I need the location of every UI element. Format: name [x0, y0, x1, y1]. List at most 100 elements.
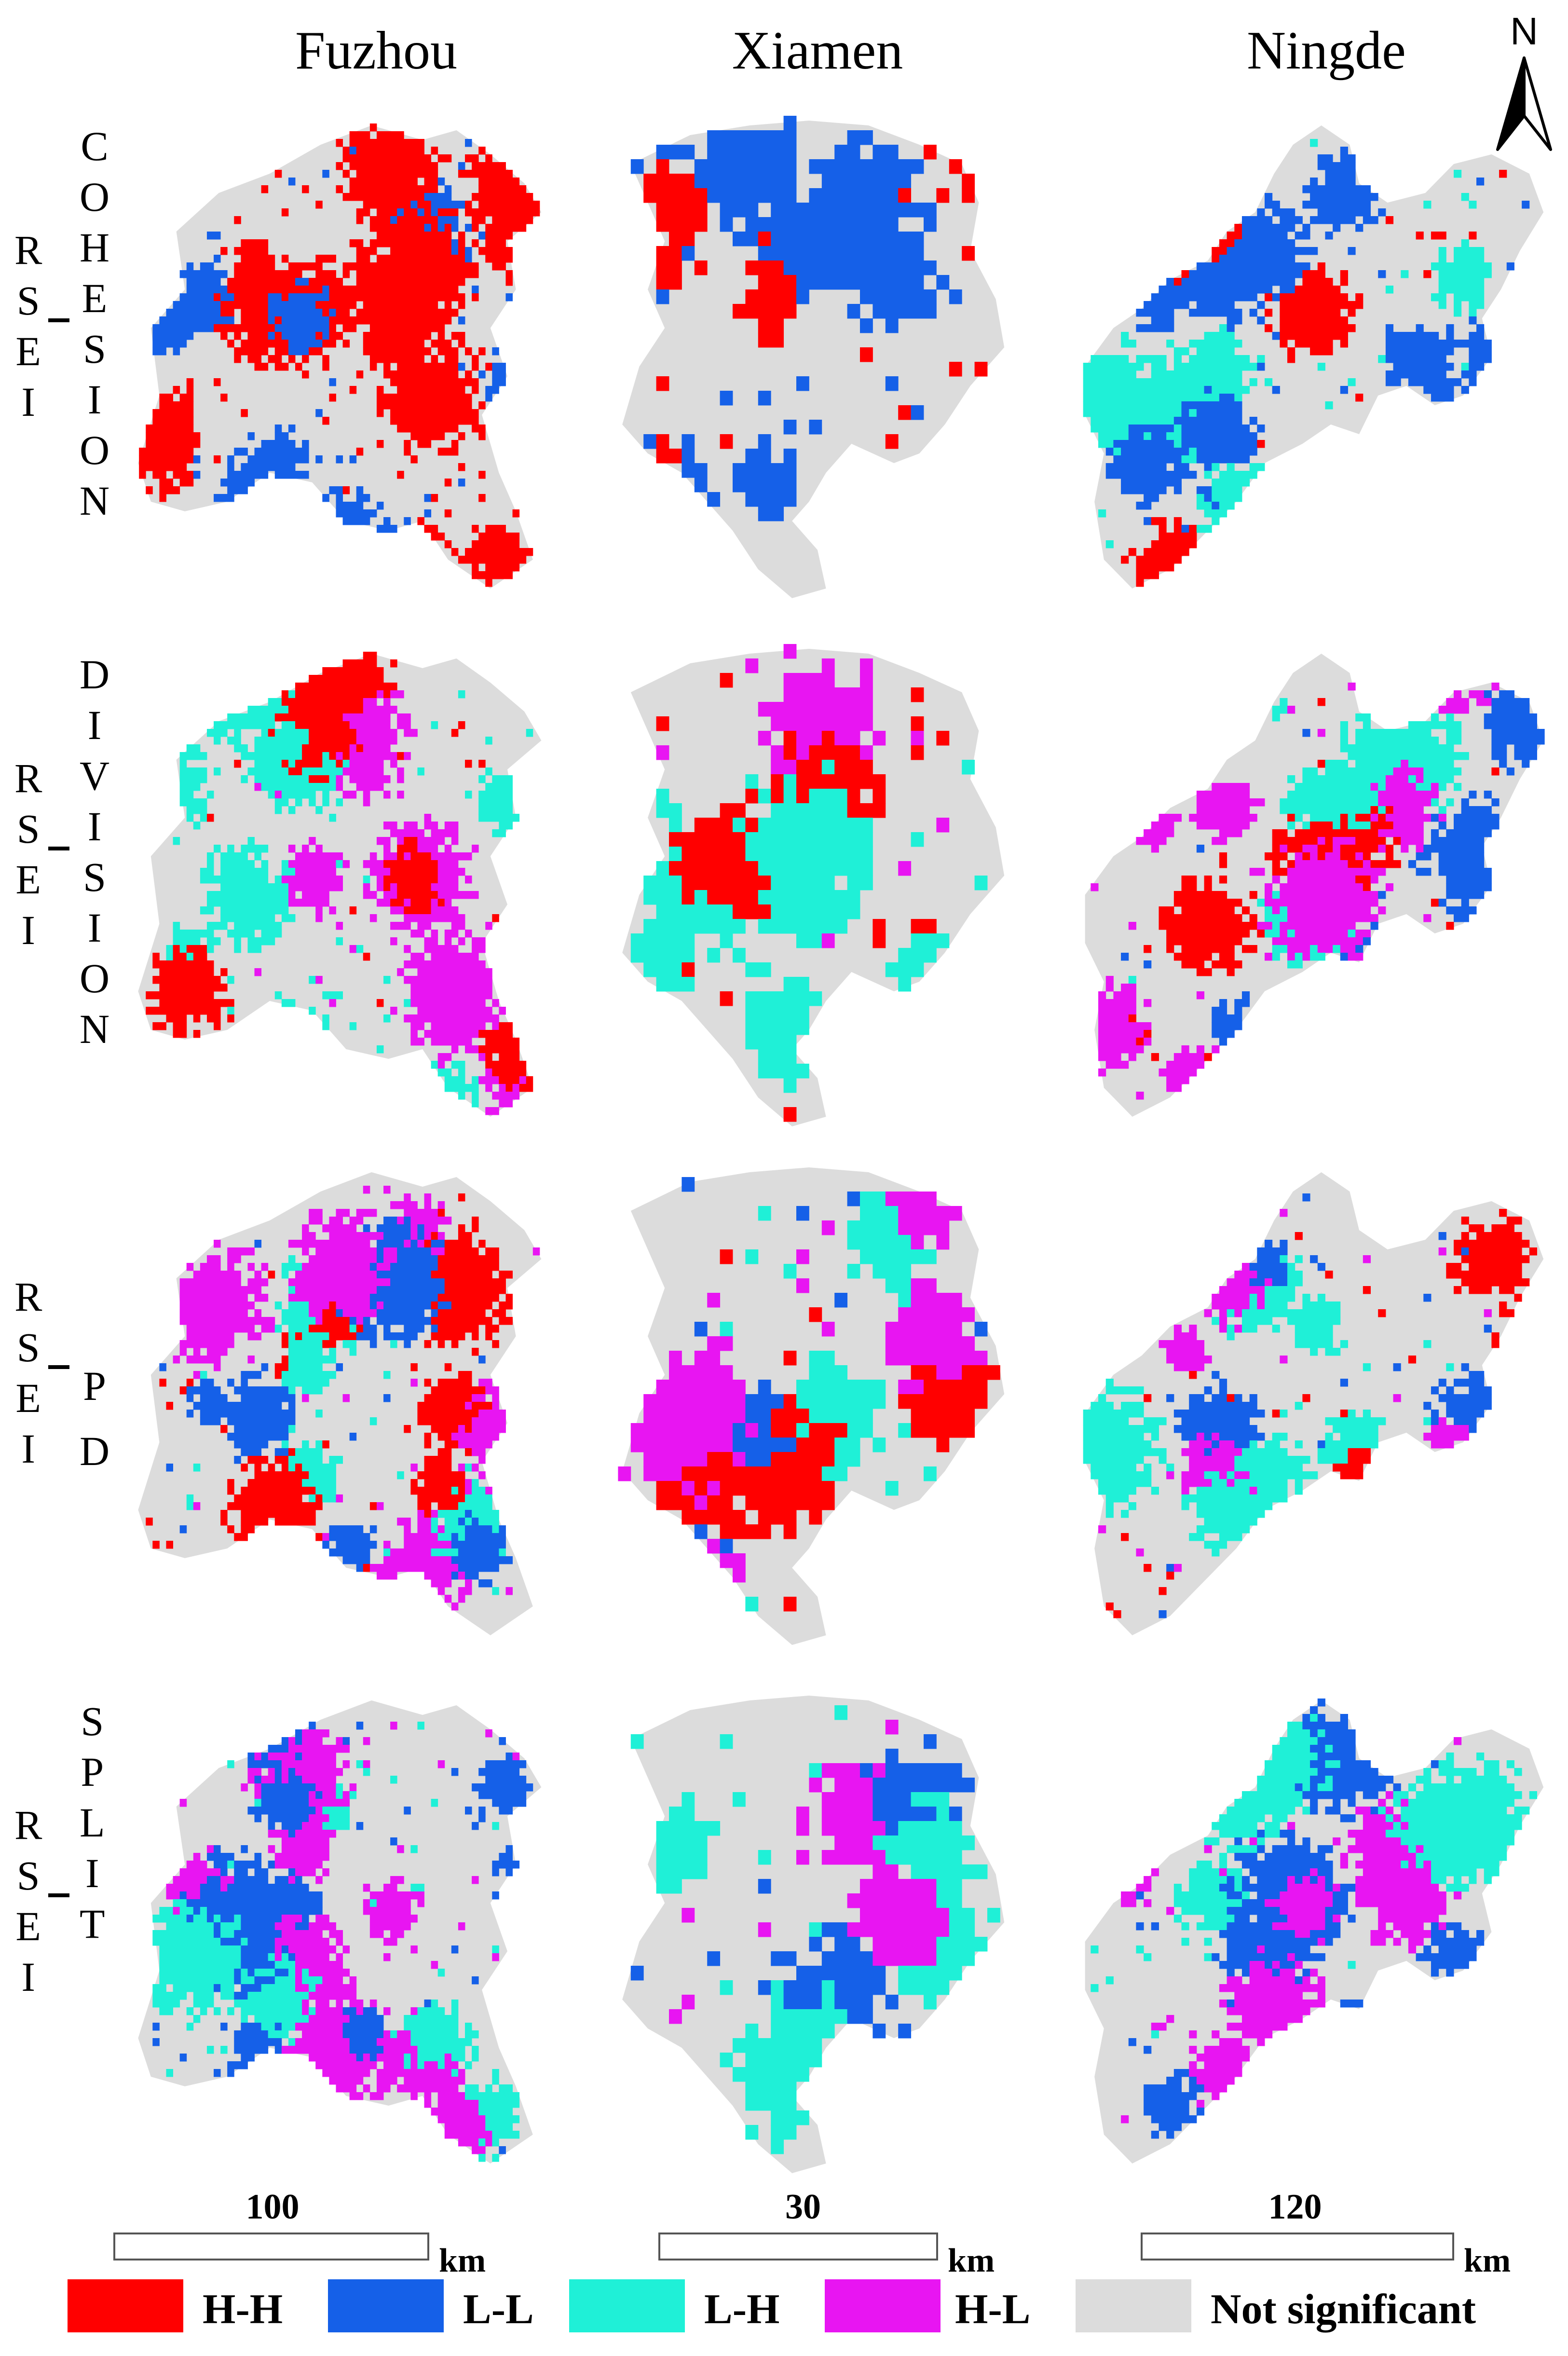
cluster-cell-hh	[376, 332, 384, 340]
cluster-cell-hh	[1378, 837, 1386, 845]
cluster-cell-ll	[860, 188, 873, 203]
cluster-cell-lh	[302, 791, 309, 799]
cluster-cell-lh	[1310, 806, 1318, 814]
cluster-cell-ll	[1159, 324, 1167, 332]
cluster-cell-hh	[1385, 822, 1394, 830]
cluster-cell-lh	[771, 1064, 784, 1079]
cluster-cell-hh	[478, 1030, 486, 1038]
cluster-cell-hh	[173, 425, 180, 433]
cluster-cell-lh	[1340, 806, 1348, 814]
cluster-cell-hl	[796, 702, 809, 717]
cluster-cell-hl	[431, 829, 438, 837]
cluster-cell-hh	[1249, 914, 1257, 922]
cluster-cell-hl	[1196, 1061, 1205, 1069]
cluster-cell-hh	[512, 1038, 520, 1046]
cluster-cell-hl	[1401, 845, 1409, 853]
cluster-cell-hh	[821, 745, 835, 760]
cluster-cell-lh	[796, 890, 809, 905]
cluster-cell-hh	[410, 868, 418, 876]
cluster-cell-hh	[179, 479, 187, 487]
cluster-cell-hh	[499, 185, 506, 193]
cluster-cell-ll	[1484, 829, 1492, 837]
cluster-cell-hh	[1333, 324, 1341, 332]
cluster-cell-hl	[1144, 999, 1152, 1007]
cluster-cell-ll	[288, 309, 296, 317]
cluster-cell-hh	[499, 1068, 506, 1077]
cluster-cell-ll	[1295, 216, 1303, 224]
cluster-cell-lh	[254, 883, 262, 891]
cluster-cell-ll	[1151, 486, 1159, 494]
cluster-cell-lh	[1363, 760, 1371, 768]
cluster-cell-hl	[1393, 791, 1401, 799]
cluster-cell-lh	[1385, 760, 1394, 768]
cluster-cell-ll	[1144, 494, 1152, 502]
cluster-cell-hh	[369, 293, 377, 301]
cluster-cell-hh	[1234, 960, 1242, 969]
cluster-cell-hh	[356, 185, 364, 193]
cluster-cell-lh	[505, 806, 513, 814]
cluster-cell-hh	[1446, 922, 1454, 930]
cluster-cell-lh	[336, 937, 343, 945]
cluster-cell-ll	[444, 185, 452, 193]
cluster-cell-lh	[254, 760, 262, 768]
cluster-cell-lh	[1416, 752, 1424, 760]
cluster-cell-hl	[349, 945, 357, 953]
cluster-cell-hh	[499, 239, 506, 247]
cluster-cell-lh	[295, 783, 302, 791]
cluster-cell-hh	[424, 906, 432, 915]
cluster-cell-ll	[796, 376, 809, 391]
cluster-cell-ll	[1499, 737, 1507, 745]
cluster-cell-hh	[431, 370, 438, 379]
cluster-cell-ll	[356, 494, 364, 502]
cluster-cell-hh	[431, 340, 438, 348]
cluster-cell-lh	[1401, 270, 1409, 278]
cluster-cell-hh	[268, 324, 275, 332]
cluster-cell-hh	[1173, 517, 1182, 525]
cluster-cell-lh	[1461, 239, 1469, 247]
cluster-cell-hh	[505, 170, 513, 178]
cluster-cell-hl	[1484, 698, 1492, 706]
cluster-cell-hh	[302, 185, 309, 193]
cluster-cell-ll	[1431, 814, 1439, 822]
cluster-cell-hh	[682, 188, 695, 203]
cluster-cell-ll	[873, 188, 886, 203]
cluster-cell-ll	[898, 304, 912, 319]
cluster-cell-hl	[322, 876, 329, 884]
cluster-cell-lh	[227, 976, 234, 984]
cluster-cell-ll	[1159, 440, 1167, 448]
cluster-cell-ll	[1454, 914, 1462, 922]
cluster-cell-hh	[1181, 270, 1189, 278]
cluster-cell-hh	[519, 193, 527, 201]
cluster-cell-lh	[200, 868, 207, 876]
cluster-cell-lh	[1113, 409, 1121, 417]
cluster-cell-ll	[1219, 1038, 1227, 1046]
cluster-cell-ll	[268, 455, 275, 464]
cluster-cell-ll	[281, 471, 289, 479]
cluster-cell-hl	[315, 876, 323, 884]
cluster-cell-ll	[261, 471, 269, 479]
cluster-cell-ll	[783, 420, 797, 435]
cluster-cell-ll	[1461, 370, 1469, 379]
cluster-cell-ll	[295, 324, 302, 332]
cluster-cell-hh	[1370, 806, 1378, 814]
cluster-cell-hh	[186, 425, 194, 433]
cluster-cell-ll	[424, 193, 432, 201]
cluster-cell-hl	[451, 1007, 459, 1015]
cluster-cell-lh	[860, 861, 873, 876]
cluster-cell-ll	[834, 203, 848, 218]
cluster-cell-hh	[390, 286, 397, 294]
cluster-cell-hl	[363, 860, 370, 868]
cluster-cell-hh	[492, 232, 499, 240]
cluster-cell-hh	[404, 409, 411, 417]
cluster-cell-ll	[1506, 721, 1514, 729]
cluster-cell-lh	[1151, 401, 1159, 410]
cluster-cell-lh	[247, 930, 255, 938]
cluster-cell-lh	[1227, 370, 1235, 379]
cluster-cell-hl	[478, 960, 486, 969]
cluster-cell-hh	[1212, 922, 1220, 930]
cluster-cell-hl	[424, 1201, 432, 1209]
cluster-cell-hh	[669, 260, 682, 275]
cluster-cell-lh	[499, 822, 506, 830]
cluster-cell-hh	[410, 899, 418, 907]
cluster-cell-ll	[1212, 1030, 1220, 1038]
